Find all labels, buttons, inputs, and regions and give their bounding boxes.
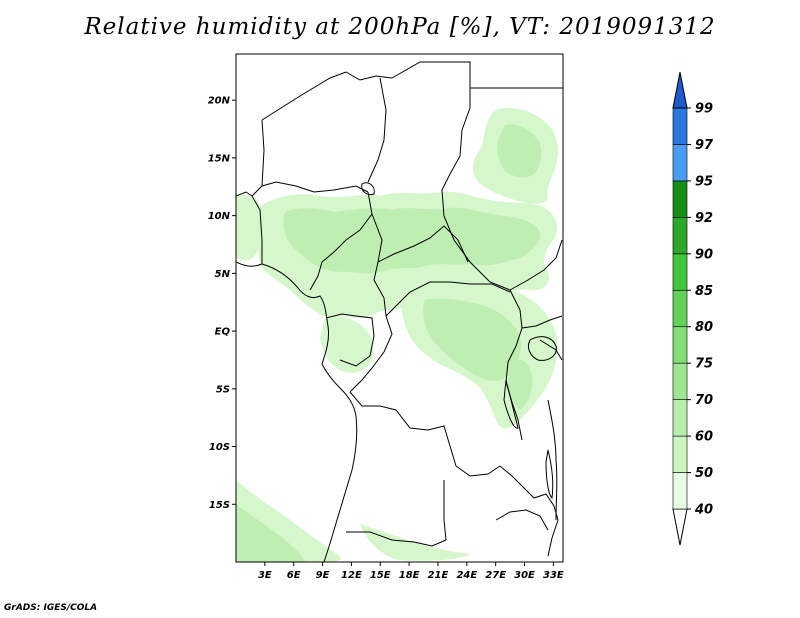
latitude-axis: 20N 15N 10N 5N EQ 5S 10S 15S	[208, 96, 236, 511]
border-libya-chad	[367, 77, 387, 183]
border-angola-namibia	[346, 531, 447, 547]
colorbar-label: 99	[695, 102, 713, 117]
lat-tick-label: 15N	[208, 153, 231, 164]
humidity-region-west	[236, 194, 264, 261]
humidity-region-lake	[508, 358, 533, 410]
border-uganda-kenya	[521, 315, 563, 329]
coastline-south-east	[547, 399, 558, 521]
lon-tick-label: 24E	[456, 570, 477, 581]
border-benin-togo	[251, 195, 263, 264]
colorbar-label: 90	[695, 247, 713, 262]
colorbar-swatch	[672, 217, 688, 255]
lon-tick-label: 15E	[370, 570, 391, 581]
grads-credit: GrADS: IGES/COLA	[4, 603, 98, 613]
border-cameroon-car	[371, 213, 387, 317]
humidity-region-sudan-north-core	[497, 124, 542, 178]
humidity-region-congo-core	[423, 298, 521, 381]
lon-tick-label: 12E	[341, 570, 362, 581]
border-sudan-egypt	[469, 87, 563, 108]
border-drc-angola	[349, 391, 501, 477]
border-mozambique	[495, 509, 549, 531]
lake-tanganyika	[503, 379, 519, 429]
humidity-field	[236, 107, 558, 562]
lat-tick-label: 10N	[208, 211, 231, 222]
lon-tick-label: 9E	[316, 570, 330, 581]
coastline-west-africa	[236, 261, 358, 562]
plot-frame	[235, 53, 564, 563]
colorbar-label: 80	[695, 320, 713, 335]
colorbar-lower-arrow	[672, 508, 688, 546]
lat-tick-label: 5N	[215, 269, 231, 280]
colorbar-label: 92	[695, 211, 713, 226]
border-niger-libya	[391, 61, 471, 108]
border-ethiopia	[509, 239, 563, 291]
border-chad-sudan	[441, 107, 511, 291]
border-congo-drc	[349, 315, 393, 393]
border-algeria-niger	[261, 71, 393, 121]
country-boundaries	[236, 61, 563, 562]
lon-tick-label: 18E	[399, 570, 420, 581]
colorbar-swatch	[672, 362, 688, 400]
lat-tick-label: 5S	[216, 384, 230, 395]
lon-tick-label: 6E	[287, 570, 301, 581]
map-title: Relative humidity at 200hPa [%], VT: 201…	[84, 14, 716, 40]
colorbar-swatch	[672, 399, 688, 437]
colorbar-swatch	[672, 472, 688, 510]
border-zambia-east	[499, 465, 559, 557]
colorbar-label: 85	[695, 284, 713, 299]
lat-tick-label: EQ	[215, 327, 231, 338]
lon-tick-label: 30E	[514, 570, 535, 581]
humidity-region-southern-east	[360, 524, 470, 561]
colorbar-swatch	[672, 253, 688, 291]
longitude-axis: 3E 6E 9E 12E 15E 18E 21E 24E 27E 30E 33E	[258, 562, 564, 581]
colorbar-swatch	[672, 326, 688, 364]
colorbar-label: 95	[695, 174, 713, 189]
border-drc-east	[505, 289, 523, 441]
lon-tick-label: 21E	[428, 570, 449, 581]
border-angola-zambia	[443, 480, 447, 541]
colorbar-swatch	[672, 144, 688, 182]
lat-tick-label: 10S	[209, 442, 230, 453]
border-gabon	[325, 313, 375, 367]
colorbar: 40 50 60 70 75 80 85 90 92 95 97 99	[672, 71, 714, 546]
lakes	[361, 182, 557, 500]
colorbar-swatch	[672, 289, 688, 328]
lon-tick-label: 3E	[258, 570, 272, 581]
border-mali-west	[251, 119, 265, 197]
border-niger-nigeria	[261, 181, 369, 193]
humidity-region-gabon	[320, 316, 374, 373]
colorbar-label: 60	[695, 430, 713, 445]
colorbar-swatch	[672, 180, 688, 218]
border-car-drc	[385, 281, 511, 317]
humidity-region-sahel-core	[283, 207, 541, 274]
border-burkina	[236, 191, 253, 197]
colorbar-label: 50	[695, 466, 713, 481]
colorbar-swatch	[672, 435, 688, 473]
colorbar-label: 70	[695, 393, 713, 408]
border-car-chad	[377, 225, 469, 263]
border-nigeria-cameroon	[309, 191, 373, 291]
lon-tick-label: 27E	[485, 570, 506, 581]
colorbar-label: 75	[695, 357, 713, 372]
humidity-region-southern-core	[236, 505, 306, 562]
colorbar-label: 40	[694, 503, 713, 518]
lat-tick-label: 20N	[208, 96, 231, 107]
lon-tick-label: 33E	[543, 570, 564, 581]
lake-victoria	[527, 336, 557, 361]
lake-malawi	[545, 449, 554, 500]
lake-chad	[361, 182, 375, 195]
colorbar-upper-arrow	[672, 71, 688, 109]
lat-tick-label: 15S	[209, 500, 230, 511]
colorbar-swatch	[672, 107, 688, 145]
colorbar-label: 97	[695, 138, 714, 153]
